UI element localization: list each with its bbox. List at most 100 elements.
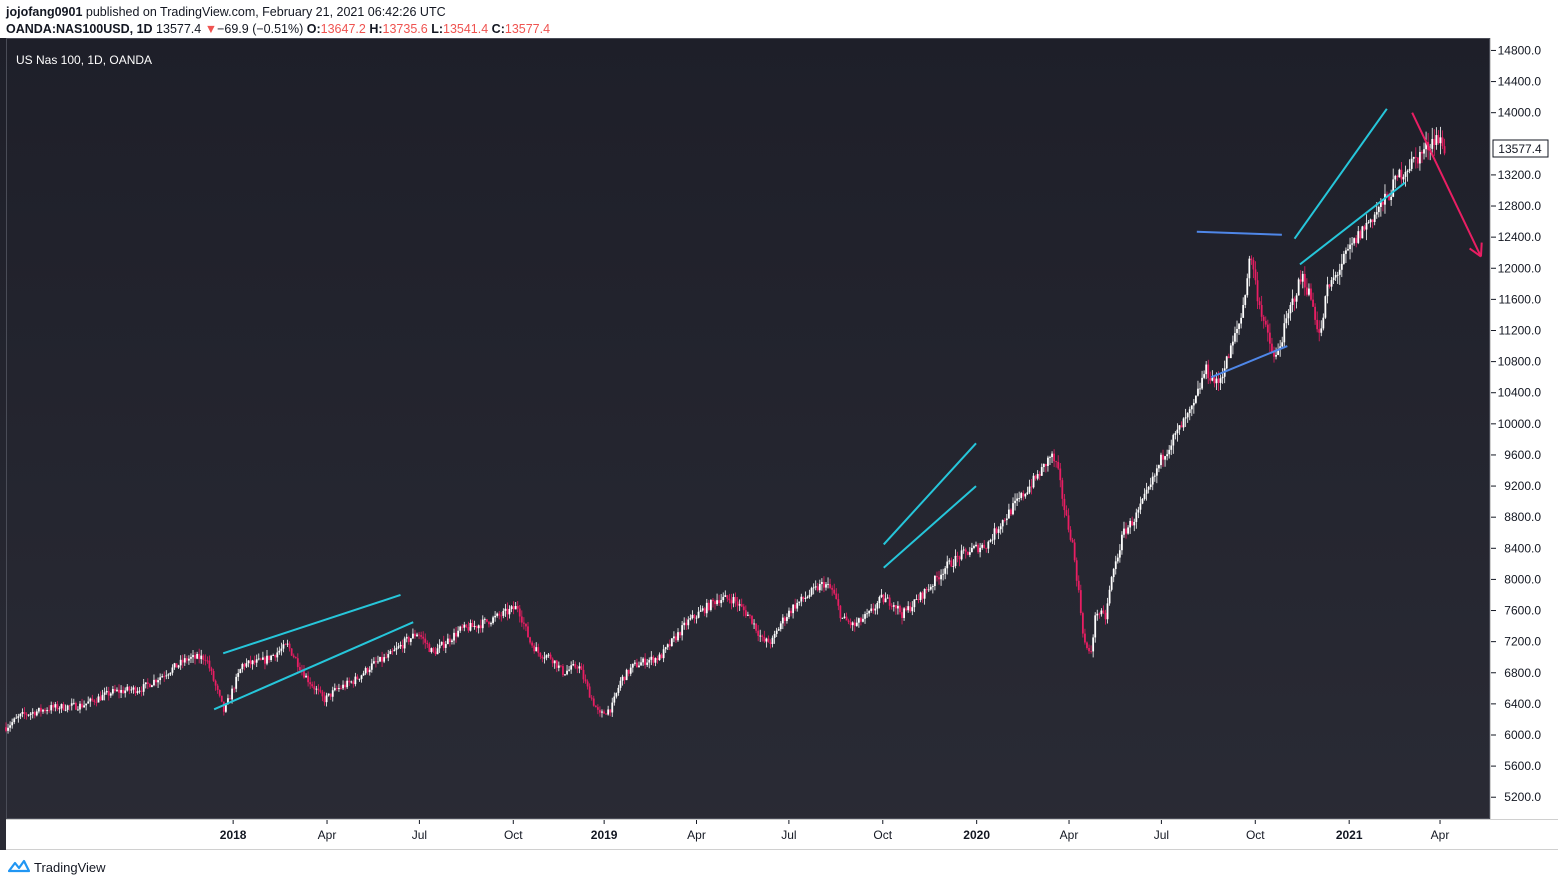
triangle-bottom[interactable] [1210,345,1288,379]
candle-up-body [377,661,379,663]
candle-down-body [461,626,464,628]
tradingview-brand[interactable]: TradingView [34,860,106,875]
candle-down-body [81,703,83,708]
channel-2018-upper[interactable] [222,594,401,655]
candle-down-body [1254,269,1257,281]
time-axis[interactable]: 2018 Apr Jul Oct 2019 Apr Jul Oct 2020 Apr Jul Oct 2… [220,820,1450,842]
candle-down-body [1086,642,1088,649]
candle-up-body [251,660,254,665]
candle-up-body [183,658,186,663]
candle-up-body [483,619,486,620]
candle-down-body [1258,301,1261,306]
candle-up-body [843,616,846,618]
candle-down-body [313,686,316,690]
candle-up-body [372,661,375,664]
candle-up-body [1133,521,1136,526]
candle-up-body [1114,561,1117,570]
candle-up-body [1192,402,1195,406]
candle-up-body [997,529,1000,533]
candle-down-body [5,727,7,731]
wedge-2021-lower[interactable] [1299,181,1406,266]
candle-down-body [1273,352,1275,357]
price-axis[interactable]: 14800.0 14400.0 14000.0 13200.0 12800.0 12400… [1491,43,1541,804]
time-tick-label: Jul [412,828,427,842]
candle-down-body [985,547,988,549]
channel-2018-lower[interactable] [213,621,414,711]
trendlines-layer[interactable] [213,108,1483,711]
candle-down-body [114,689,116,691]
candle-up-body [915,599,918,601]
candle-down-body [243,664,246,667]
price-tick-label: 5600.0 [1504,759,1541,773]
candle-up-body [171,667,174,673]
candle-up-body [360,675,363,679]
candle-up-body [716,600,718,605]
last-price: 13577.4 [156,22,202,36]
candle-up-body [1345,250,1347,254]
candle-down-body [983,544,986,548]
wedge-2021-upper[interactable] [1293,108,1388,240]
candle-down-body [761,635,764,637]
time-tick-label: Apr [1431,828,1450,842]
candle-down-body [475,625,478,629]
candle-up-body [266,655,268,664]
candle-down-body [348,680,351,683]
candle-up-body [1291,298,1294,305]
price-tick-label: 7200.0 [1504,635,1541,649]
candle-down-body [335,688,338,689]
candle-down-body [1293,298,1296,302]
price-tick-label: 6000.0 [1504,728,1541,742]
price-tick-label: 10800.0 [1498,355,1542,369]
candle-down-body [118,689,120,693]
candle-up-body [1229,345,1232,359]
candle-up-body [880,594,883,597]
candle-down-body [99,696,102,701]
candle-up-body [827,584,829,585]
candle-up-body [1326,284,1329,297]
candle-up-body [664,647,667,650]
forecast-arrow-head[interactable] [1479,242,1483,257]
candle-down-body [712,599,714,602]
candle-down-body [512,606,515,610]
candle-up-body [970,547,973,553]
candle-down-body [726,595,729,599]
candle-up-body [629,667,632,674]
candle-up-body [1431,138,1434,149]
candle-up-body [85,703,88,706]
wedge-2020-lower[interactable] [883,485,977,569]
candle-up-body [325,695,328,703]
candle-up-body [477,625,480,629]
candle-down-body [23,712,26,715]
candle-up-body [691,614,694,619]
tradingview-logo-icon[interactable] [8,858,30,874]
candle-up-body [968,552,971,555]
wedge-2020-upper[interactable] [882,442,977,546]
candle-down-body [888,597,891,606]
candle-up-body [1042,463,1045,468]
candle-down-body [790,610,792,614]
candle-down-body [1209,378,1212,381]
candle-down-body [62,704,65,711]
candle-up-body [165,675,168,677]
candle-down-body [307,675,309,683]
author-name[interactable]: jojofang0901 [6,5,83,19]
price-chart[interactable]: US Nas 100, 1D, OANDA 14800.0 14400.0 1400… [0,38,1558,850]
plot-frame [6,38,1490,819]
candle-up-body [638,665,640,668]
triangle-top[interactable] [1196,230,1282,236]
candle-down-body [594,705,597,708]
forecast-arrow-head[interactable] [1469,247,1482,258]
candle-down-body [391,651,394,652]
forecast-arrow-shaft[interactable] [1411,112,1482,258]
candle-down-body [905,608,908,611]
candle-up-body [543,657,546,659]
candle-up-body [1007,509,1010,519]
candle-up-body [724,595,727,597]
candle-down-body [1065,510,1068,516]
candle-up-body [153,679,155,686]
candle-down-body [1077,580,1080,591]
candle-up-body [1215,378,1218,384]
candle-up-body [438,644,441,649]
candle-down-body [68,705,71,707]
candle-down-body [744,610,747,616]
